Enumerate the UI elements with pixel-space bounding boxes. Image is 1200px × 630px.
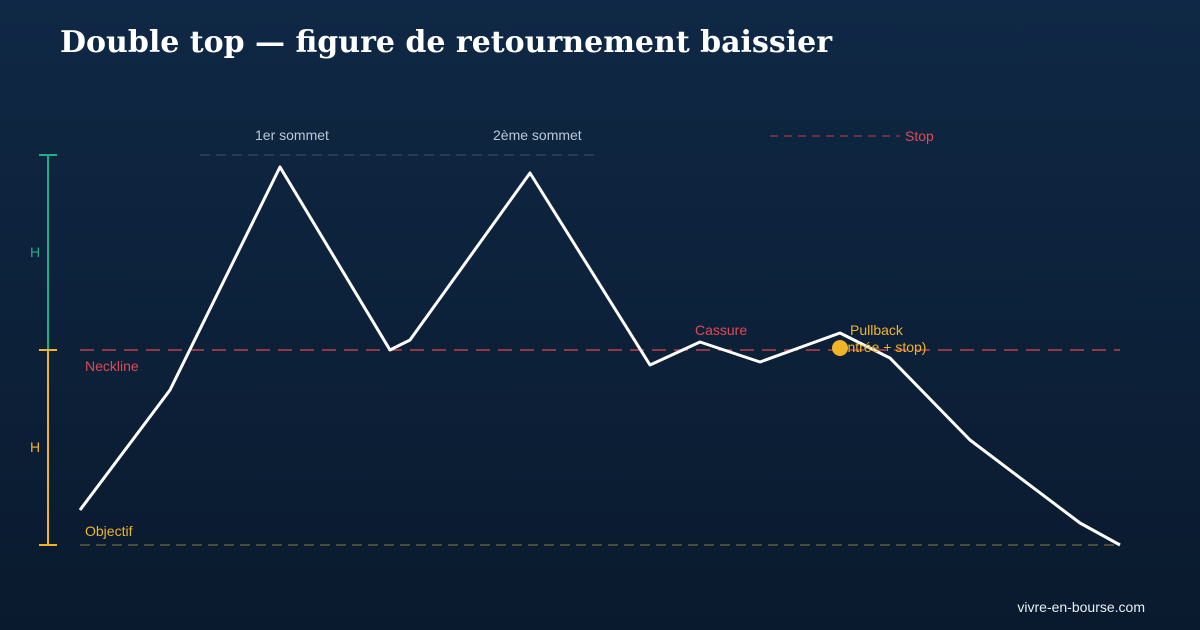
footer: vivre-en-bourse.com	[1017, 599, 1145, 615]
label: 1er sommet	[255, 127, 329, 143]
label: H	[30, 439, 40, 455]
label: 2ème sommet	[493, 127, 582, 143]
height-top	[39, 154, 57, 350]
label: Objectif	[85, 523, 133, 539]
label: Neckline	[85, 358, 139, 374]
pullback-point	[832, 340, 848, 356]
label: Cassure	[695, 322, 747, 338]
label: Stop	[905, 128, 934, 144]
label: H	[30, 244, 40, 260]
label: (entrée + stop)	[835, 339, 926, 355]
label: Pullback	[850, 322, 904, 338]
price-line	[78, 165, 1121, 547]
height-bottom	[39, 349, 57, 546]
title: Double top — figure de retournement bais…	[60, 25, 833, 60]
